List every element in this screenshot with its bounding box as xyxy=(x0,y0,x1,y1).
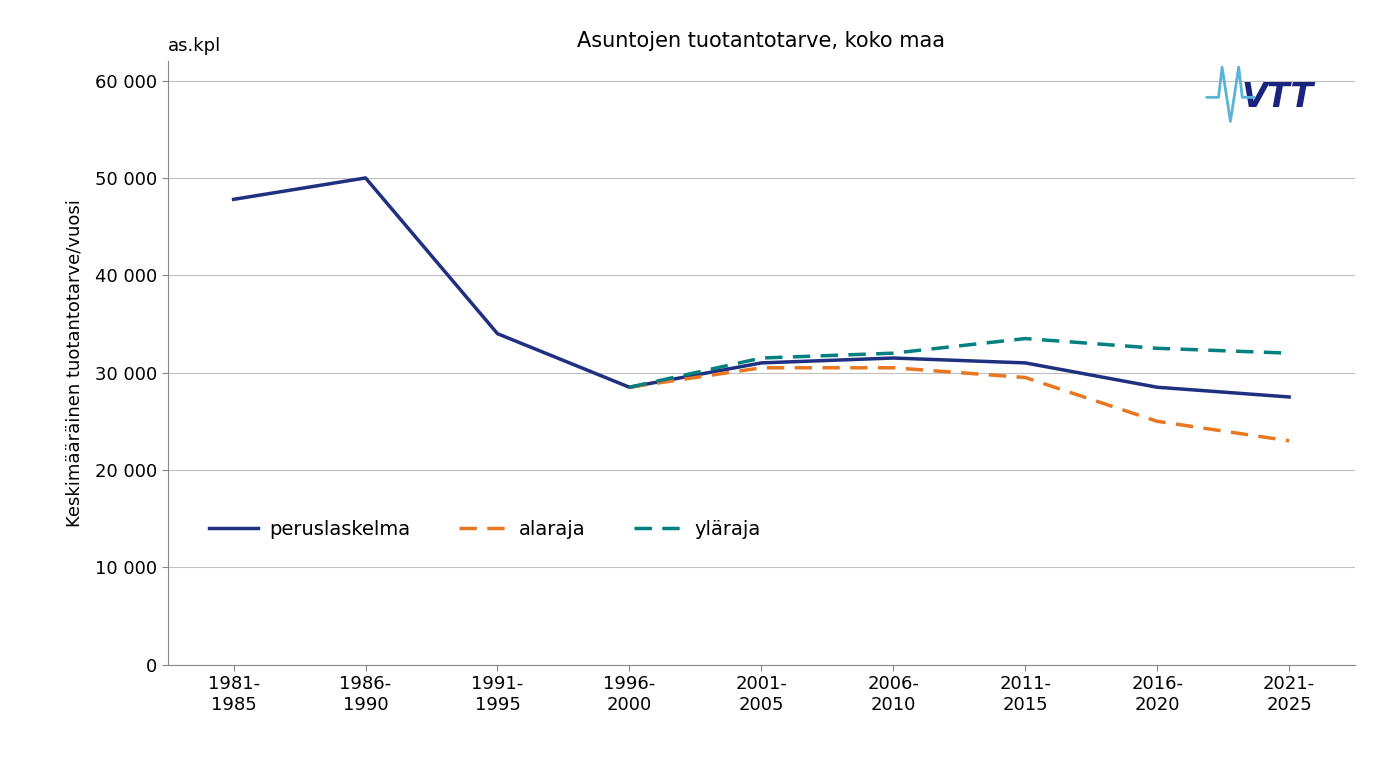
Y-axis label: Keskimääräinen tuotantotarve/vuosi: Keskimääräinen tuotantotarve/vuosi xyxy=(66,199,84,527)
Title: Asuntojen tuotantotarve, koko maa: Asuntojen tuotantotarve, koko maa xyxy=(577,31,946,51)
Text: as.kpl: as.kpl xyxy=(168,37,221,55)
Text: VTT: VTT xyxy=(1242,81,1313,114)
Legend: peruslaskelma, alaraja, yläraja: peruslaskelma, alaraja, yläraja xyxy=(201,512,768,546)
